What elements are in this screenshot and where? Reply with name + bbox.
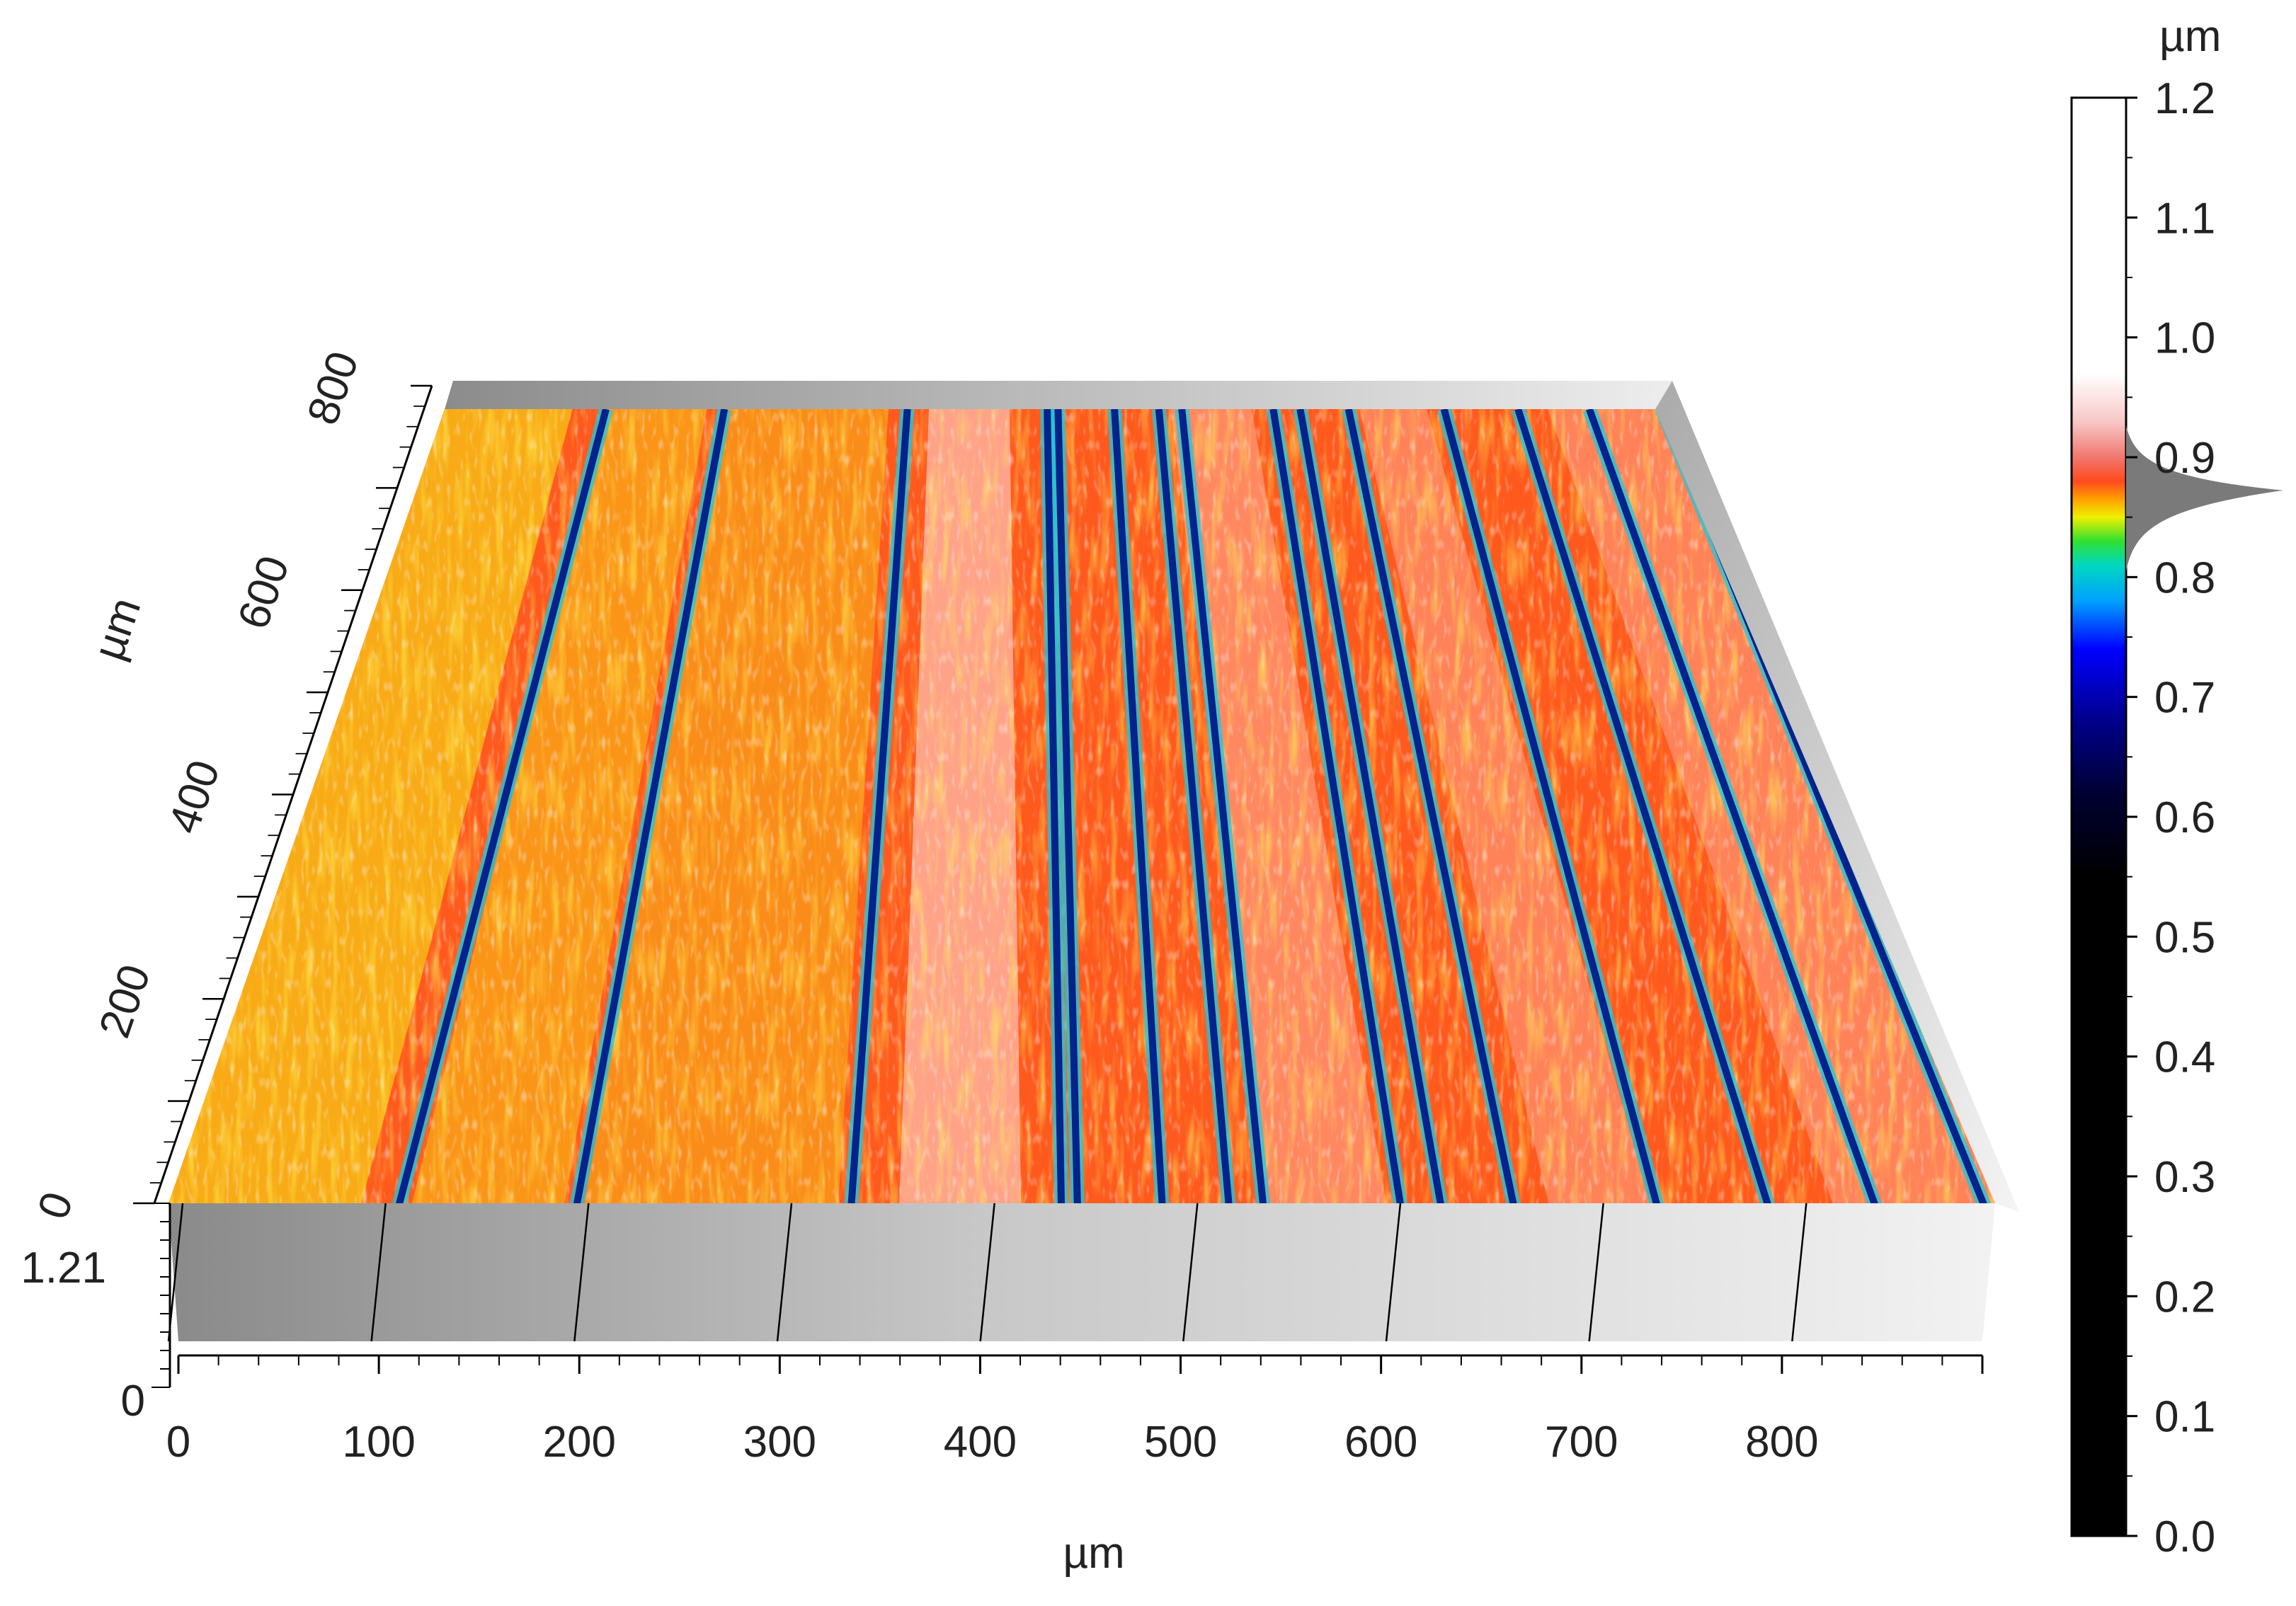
surface-map: [169, 409, 1995, 1203]
front-wall-gridline: [1182, 1203, 1199, 1342]
z-tick-label: 0: [121, 1377, 145, 1426]
front-wall-gridline: [979, 1203, 995, 1342]
x-tick-label: 700: [1545, 1418, 1618, 1467]
groove: [392, 409, 610, 1203]
groove-layer: [389, 409, 1995, 1203]
x-tick-label: 500: [1144, 1418, 1217, 1467]
x-tick-label: 100: [342, 1418, 415, 1467]
x-tick-label: 600: [1344, 1418, 1417, 1467]
front-wall-gridline: [370, 1203, 387, 1342]
colorbar-tick-label: 0.5: [2154, 913, 2215, 962]
x-tick-label: 800: [1745, 1418, 1818, 1467]
z-axis: 1.21 0: [21, 1203, 171, 1426]
y-tick-label: 0: [28, 1186, 82, 1225]
groove: [1044, 409, 1066, 1203]
y-tick-label: 200: [90, 958, 160, 1043]
groove: [1155, 409, 1234, 1203]
back-wall: [445, 381, 1672, 409]
front-wall-gridline: [776, 1203, 793, 1342]
colorbar: 0.0 0.1 0.2 0.3 0.4 0.5 0.6 0.7 0.8 0.9 1.0 1.1 1.2 µ…: [2070, 12, 2283, 1561]
groove: [1440, 409, 1664, 1203]
groove: [1344, 409, 1520, 1203]
colorbar-tick-label: 0.4: [2154, 1033, 2215, 1082]
z-tick-label: 1.21: [21, 1244, 106, 1292]
groove: [1586, 409, 1883, 1203]
x-axis: 0 100 200 300 400 500 600 700 800 µm: [166, 1354, 1984, 1578]
colorbar-tick-label: 0.9: [2154, 434, 2215, 483]
groove: [571, 409, 729, 1203]
groove: [1054, 409, 1082, 1203]
x-tick-label: 200: [542, 1418, 615, 1467]
right-wall: [1655, 381, 2019, 1212]
x-tick-label: 400: [944, 1418, 1017, 1467]
front-wall-gridline: [1588, 1203, 1604, 1342]
colorbar-histogram: [2126, 425, 2283, 571]
colorbar-tick-label: 0.1: [2154, 1393, 2215, 1442]
y-tick-label: 400: [159, 755, 229, 839]
groove: [1514, 409, 1776, 1203]
front-wall-gridline: [573, 1203, 590, 1342]
colorbar-tick-label: 1.1: [2154, 194, 2215, 243]
front-wall-gridline: [1385, 1203, 1402, 1342]
groove: [1296, 409, 1447, 1203]
colorbar-tick-label: 1.2: [2154, 74, 2215, 123]
y-axis-label: µm: [84, 592, 151, 666]
groove: [1111, 409, 1167, 1203]
surface-specks: [169, 409, 1995, 1203]
colorbar-unit: µm: [2159, 12, 2221, 61]
y-tick-label: 800: [298, 345, 368, 430]
colorbar-gradient: [2070, 96, 2127, 1537]
colorbar-tick-label: 0.7: [2154, 674, 2215, 723]
colorbar-tick-label: 0.0: [2154, 1513, 2215, 1561]
colorbar-tick-label: 0.6: [2154, 793, 2215, 842]
colorbar-tick-label: 0.3: [2154, 1153, 2215, 1202]
colorbar-ticks: 0.0 0.1 0.2 0.3 0.4 0.5 0.6 0.7 0.8 0.9 1.0 1.1 1.2 µ…: [2126, 12, 2221, 1561]
groove: [847, 409, 911, 1203]
groove: [1269, 409, 1406, 1203]
colorbar-tick-label: 0.2: [2154, 1273, 2215, 1321]
x-axis-label: µm: [1063, 1529, 1124, 1578]
x-tick-label: 0: [166, 1418, 190, 1467]
front-wall: [169, 1203, 1995, 1341]
groove: [1178, 409, 1268, 1203]
colorbar-tick-label: 0.8: [2154, 554, 2215, 602]
x-tick-label: 300: [743, 1418, 816, 1467]
y-tick-label: 600: [229, 550, 299, 635]
colorbar-tick-label: 1.0: [2154, 314, 2215, 363]
front-wall-gridline: [1791, 1203, 1807, 1342]
